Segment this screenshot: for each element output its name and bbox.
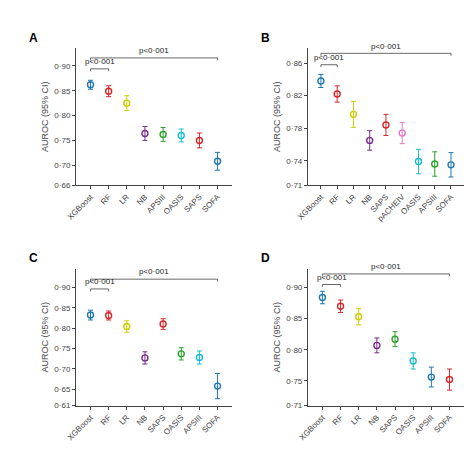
svg-text:0·75: 0·75 <box>54 136 71 145</box>
svg-text:0·61: 0·61 <box>54 401 71 410</box>
svg-text:p<0·001: p<0·001 <box>85 57 115 66</box>
svg-text:OASIS: OASIS <box>394 413 418 437</box>
svg-text:0·78: 0·78 <box>286 124 303 133</box>
svg-text:NB: NB <box>135 193 149 207</box>
svg-text:AUROC (95% CI): AUROC (95% CI) <box>40 302 50 373</box>
svg-text:NB: NB <box>367 413 381 427</box>
svg-text:XGBoost: XGBoost <box>66 413 96 443</box>
svg-text:0·80: 0·80 <box>286 346 303 355</box>
svg-text:LR: LR <box>117 413 131 427</box>
svg-text:APSIII: APSIII <box>413 413 435 435</box>
svg-text:D: D <box>261 251 270 265</box>
svg-text:RF: RF <box>331 413 345 427</box>
svg-text:0·70: 0·70 <box>54 161 71 170</box>
svg-text:A: A <box>29 31 38 45</box>
svg-text:XGBoost: XGBoost <box>296 192 326 222</box>
svg-text:0·86: 0·86 <box>286 59 303 68</box>
svg-text:0·85: 0·85 <box>54 304 71 313</box>
svg-text:p<0·001: p<0·001 <box>85 277 115 286</box>
svg-text:XGBoost: XGBoost <box>66 192 96 222</box>
svg-text:0·85: 0·85 <box>54 87 71 96</box>
svg-text:0·71: 0·71 <box>286 401 303 410</box>
svg-text:SOFA: SOFA <box>200 413 222 435</box>
svg-text:C: C <box>29 251 38 265</box>
svg-text:APSIII: APSIII <box>417 193 439 215</box>
svg-text:APSIII: APSIII <box>145 193 167 215</box>
svg-text:0·75: 0·75 <box>54 344 71 353</box>
svg-text:LR: LR <box>344 192 358 206</box>
svg-text:0·71: 0·71 <box>286 181 303 190</box>
svg-text:SAPS: SAPS <box>369 193 390 214</box>
svg-text:0·80: 0·80 <box>54 324 71 333</box>
svg-text:0·90: 0·90 <box>54 62 71 71</box>
svg-text:AUROC (95% CI): AUROC (95% CI) <box>272 302 282 373</box>
svg-text:0·90: 0·90 <box>286 283 303 292</box>
svg-text:APSIII: APSIII <box>181 413 203 435</box>
svg-text:SAPS: SAPS <box>182 193 203 214</box>
svg-text:RF: RF <box>328 193 342 207</box>
svg-text:p<0·001: p<0·001 <box>317 273 347 282</box>
svg-text:SAPS: SAPS <box>378 413 399 434</box>
svg-text:NB: NB <box>135 413 149 427</box>
svg-text:B: B <box>261 31 270 45</box>
svg-text:SOFA: SOFA <box>200 192 222 214</box>
svg-text:0·85: 0·85 <box>286 314 303 323</box>
svg-text:p<0·001: p<0·001 <box>371 42 401 51</box>
svg-text:SOFA: SOFA <box>432 413 454 435</box>
svg-text:0·66: 0·66 <box>54 181 71 190</box>
svg-text:0·70: 0·70 <box>54 365 71 374</box>
svg-text:p<0·001: p<0·001 <box>371 262 401 271</box>
svg-text:RF: RF <box>99 413 113 427</box>
svg-text:OASIS: OASIS <box>399 193 423 217</box>
svg-text:p<0·001: p<0·001 <box>139 46 169 55</box>
svg-text:LR: LR <box>117 192 131 206</box>
svg-text:p<0·001: p<0·001 <box>139 267 169 276</box>
svg-text:p<0·001: p<0·001 <box>314 53 344 62</box>
svg-text:NB: NB <box>360 193 374 207</box>
svg-text:AUROC (95% CI): AUROC (95% CI) <box>40 82 50 153</box>
svg-text:0·90: 0·90 <box>54 283 71 292</box>
svg-text:LR: LR <box>349 413 363 427</box>
svg-text:RF: RF <box>99 193 113 207</box>
svg-text:0·75: 0·75 <box>286 377 303 386</box>
svg-text:XGBoost: XGBoost <box>298 413 328 443</box>
svg-text:0·65: 0·65 <box>54 385 71 394</box>
svg-text:0·74: 0·74 <box>286 157 303 166</box>
svg-text:SOFA: SOFA <box>434 192 456 214</box>
svg-text:0·80: 0·80 <box>54 111 71 120</box>
svg-text:pACHEIV: pACHEIV <box>376 192 407 223</box>
svg-text:OASIS: OASIS <box>162 193 186 217</box>
svg-text:0·82: 0·82 <box>286 91 303 100</box>
svg-text:AUROC (95% CI): AUROC (95% CI) <box>272 82 282 153</box>
svg-text:SAPS: SAPS <box>146 413 167 434</box>
svg-text:OASIS: OASIS <box>162 413 186 437</box>
